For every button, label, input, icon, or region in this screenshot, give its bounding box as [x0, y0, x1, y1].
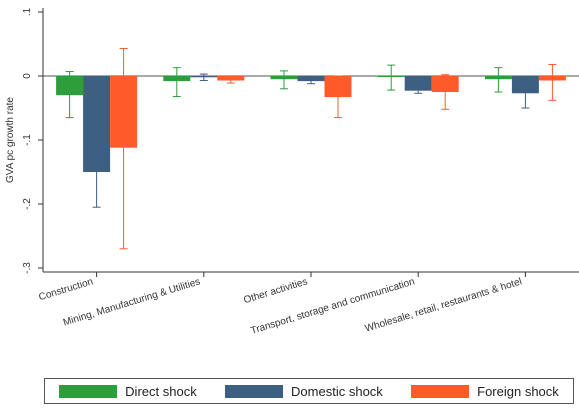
x-tick-label: Construction: [38, 276, 95, 303]
legend-label-domestic: Domestic shock: [291, 383, 383, 399]
y-tick-label: -.2: [22, 198, 33, 210]
legend-swatch-foreign: [411, 384, 470, 398]
y-tick-label: -.3: [22, 262, 33, 274]
legend-label-foreign: Foreign shock: [477, 383, 559, 399]
legend-item-direct: Direct shock: [59, 384, 197, 399]
legend-item-domestic: Domestic shock: [225, 384, 383, 399]
x-tick-label: Other activities: [242, 276, 308, 306]
y-axis-title: GVA pc growth rate: [5, 97, 16, 183]
legend-label-direct: Direct shock: [125, 383, 197, 399]
y-tick-label: .1: [22, 7, 33, 16]
legend-swatch-direct: [59, 384, 118, 398]
legend-item-foreign: Foreign shock: [411, 384, 559, 399]
legend-swatch-domestic: [225, 384, 284, 398]
bar-domestic: [404, 76, 432, 91]
legend: Direct shock Domestic shock Foreign shoc…: [44, 378, 574, 404]
y-tick-label: -.1: [22, 134, 33, 146]
y-tick-label: 0: [22, 73, 33, 79]
